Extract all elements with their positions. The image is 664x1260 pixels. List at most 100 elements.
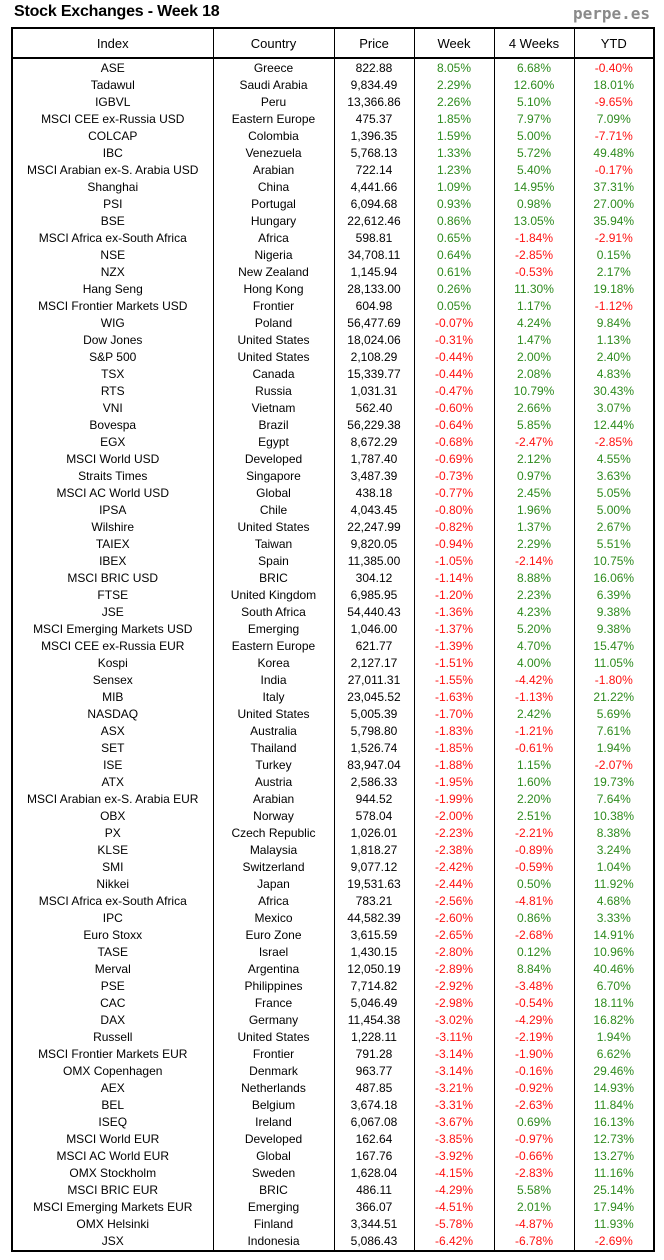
four-weeks-change-cell: 2.66% [493,400,575,417]
index-cell: MSCI Emerging Markets USD [11,621,214,638]
price-cell: 944.52 [333,791,415,808]
price-cell: 791.28 [333,1046,415,1063]
price-cell: 6,094.68 [333,196,415,213]
index-cell: IBEX [11,553,214,570]
week-change-cell: -3.92% [413,1148,495,1165]
price-cell: 9,834.49 [333,77,415,94]
week-change-cell: -1.36% [413,604,495,621]
index-cell: Merval [11,961,214,978]
week-change-cell: -2.92% [413,978,495,995]
table-row: VNI Vietnam 562.40 -0.60% 2.66% 3.07% [11,400,655,417]
country-cell: Africa [212,893,335,910]
week-change-cell: -0.64% [413,417,495,434]
index-cell: IPSA [11,502,214,519]
price-cell: 83,947.04 [333,757,415,774]
ytd-change-cell: 21.22% [573,689,655,706]
week-change-cell: -0.07% [413,315,495,332]
price-cell: 22,612.46 [333,213,415,230]
index-cell: MSCI Frontier Markets USD [11,298,214,315]
table-row: ISEQ Ireland 6,067.08 -3.67% 0.69% 16.13% [11,1114,655,1131]
four-weeks-change-cell: 2.20% [493,791,575,808]
country-cell: United Kingdom [212,587,335,604]
week-change-cell: 0.61% [413,264,495,281]
ytd-change-cell: 13.27% [573,1148,655,1165]
price-cell: 1,046.00 [333,621,415,638]
table-row: ASX Australia 5,798.80 -1.83% -1.21% 7.61% [11,723,655,740]
week-change-cell: -1.55% [413,672,495,689]
country-cell: Taiwan [212,536,335,553]
column-header-ytd[interactable]: YTD [573,27,655,59]
country-cell: Greece [212,58,335,77]
table-row: MSCI AC World EUR Global 167.76 -3.92% -0.66… [11,1148,655,1165]
week-change-cell: -0.82% [413,519,495,536]
four-weeks-change-cell: 1.15% [493,757,575,774]
week-change-cell: -3.14% [413,1063,495,1080]
index-cell: JSX [11,1233,214,1251]
country-cell: Hungary [212,213,335,230]
table-row: Hang Seng Hong Kong 28,133.00 0.26% 11.30% 19… [11,281,655,298]
table-row: MSCI BRIC USD BRIC 304.12 -1.14% 8.88% 16.06% [11,570,655,587]
price-cell: 4,441.66 [333,179,415,196]
stock-exchanges-table: Index Country Price Week 4 Weeks YTD ASE… [11,27,655,1252]
table-row: KLSE Malaysia 1,818.27 -2.38% -0.89% 3.24% [11,842,655,859]
country-cell: France [212,995,335,1012]
table-row: MSCI Africa ex-South Africa Africa 783.21-… [11,893,655,910]
price-cell: 621.77 [333,638,415,655]
ytd-change-cell: 40.46% [573,961,655,978]
price-cell: 162.64 [333,1131,415,1148]
four-weeks-change-cell: 5.58% [493,1182,575,1199]
week-change-cell: 8.05% [413,58,495,77]
column-header-index[interactable]: Index [11,27,214,59]
price-cell: 4,043.45 [333,502,415,519]
week-change-cell: -0.60% [413,400,495,417]
ytd-change-cell: 27.00% [573,196,655,213]
index-cell: TASE [11,944,214,961]
table-row: PSE Philippines 7,714.82 -2.92% -3.48% 6.70% [11,978,655,995]
country-cell: Sweden [212,1165,335,1182]
table-row: MSCI World EUR Developed 162.64 -3.85% -0.97… [11,1131,655,1148]
column-header-price[interactable]: Price [333,27,415,59]
index-cell: NZX [11,264,214,281]
table-row: WIG Poland 56,477.69 -0.07% 4.24% 9.84% [11,315,655,332]
country-cell: Israel [212,944,335,961]
table-row: COLCAP Colombia 1,396.35 1.59% 5.00% -7.71% [11,128,655,145]
price-cell: 8,672.29 [333,434,415,451]
four-weeks-change-cell: -6.78% [493,1233,575,1251]
week-change-cell: 0.26% [413,281,495,298]
index-cell: OMX Helsinki [11,1216,214,1233]
price-cell: 3,344.51 [333,1216,415,1233]
price-cell: 1,396.35 [333,128,415,145]
country-cell: Saudi Arabia [212,77,335,94]
week-change-cell: -0.69% [413,451,495,468]
table-row: MSCI Arabian ex-S. Arabia EUR Arabian 944.… [11,791,655,808]
index-cell: FTSE [11,587,214,604]
ytd-change-cell: 5.69% [573,706,655,723]
table-row: MSCI CEE ex-Russia USD Eastern Europe 475.… [11,111,655,128]
index-cell: VNI [11,400,214,417]
ytd-change-cell: 11.93% [573,1216,655,1233]
table-row: PX Czech Republic 1,026.01 -2.23% -2.21% 8.38… [11,825,655,842]
index-cell: ASX [11,723,214,740]
four-weeks-change-cell: 1.96% [493,502,575,519]
column-header-4-weeks[interactable]: 4 Weeks [493,27,575,59]
country-cell: BRIC [212,570,335,587]
week-change-cell: -1.83% [413,723,495,740]
price-cell: 5,046.49 [333,995,415,1012]
price-cell: 6,985.95 [333,587,415,604]
index-cell: Dow Jones [11,332,214,349]
country-cell: Emerging [212,1199,335,1216]
index-cell: ATX [11,774,214,791]
price-cell: 6,067.08 [333,1114,415,1131]
ytd-change-cell: 12.44% [573,417,655,434]
ytd-change-cell: 12.73% [573,1131,655,1148]
table-row: OBX Norway 578.04 -2.00% 2.51% 10.38% [11,808,655,825]
week-change-cell: -3.67% [413,1114,495,1131]
index-cell: KLSE [11,842,214,859]
ytd-change-cell: 5.05% [573,485,655,502]
column-header-week[interactable]: Week [413,27,495,59]
price-cell: 27,011.31 [333,672,415,689]
ytd-change-cell: -1.12% [573,298,655,315]
four-weeks-change-cell: 2.12% [493,451,575,468]
ytd-change-cell: 2.67% [573,519,655,536]
column-header-country[interactable]: Country [212,27,335,59]
